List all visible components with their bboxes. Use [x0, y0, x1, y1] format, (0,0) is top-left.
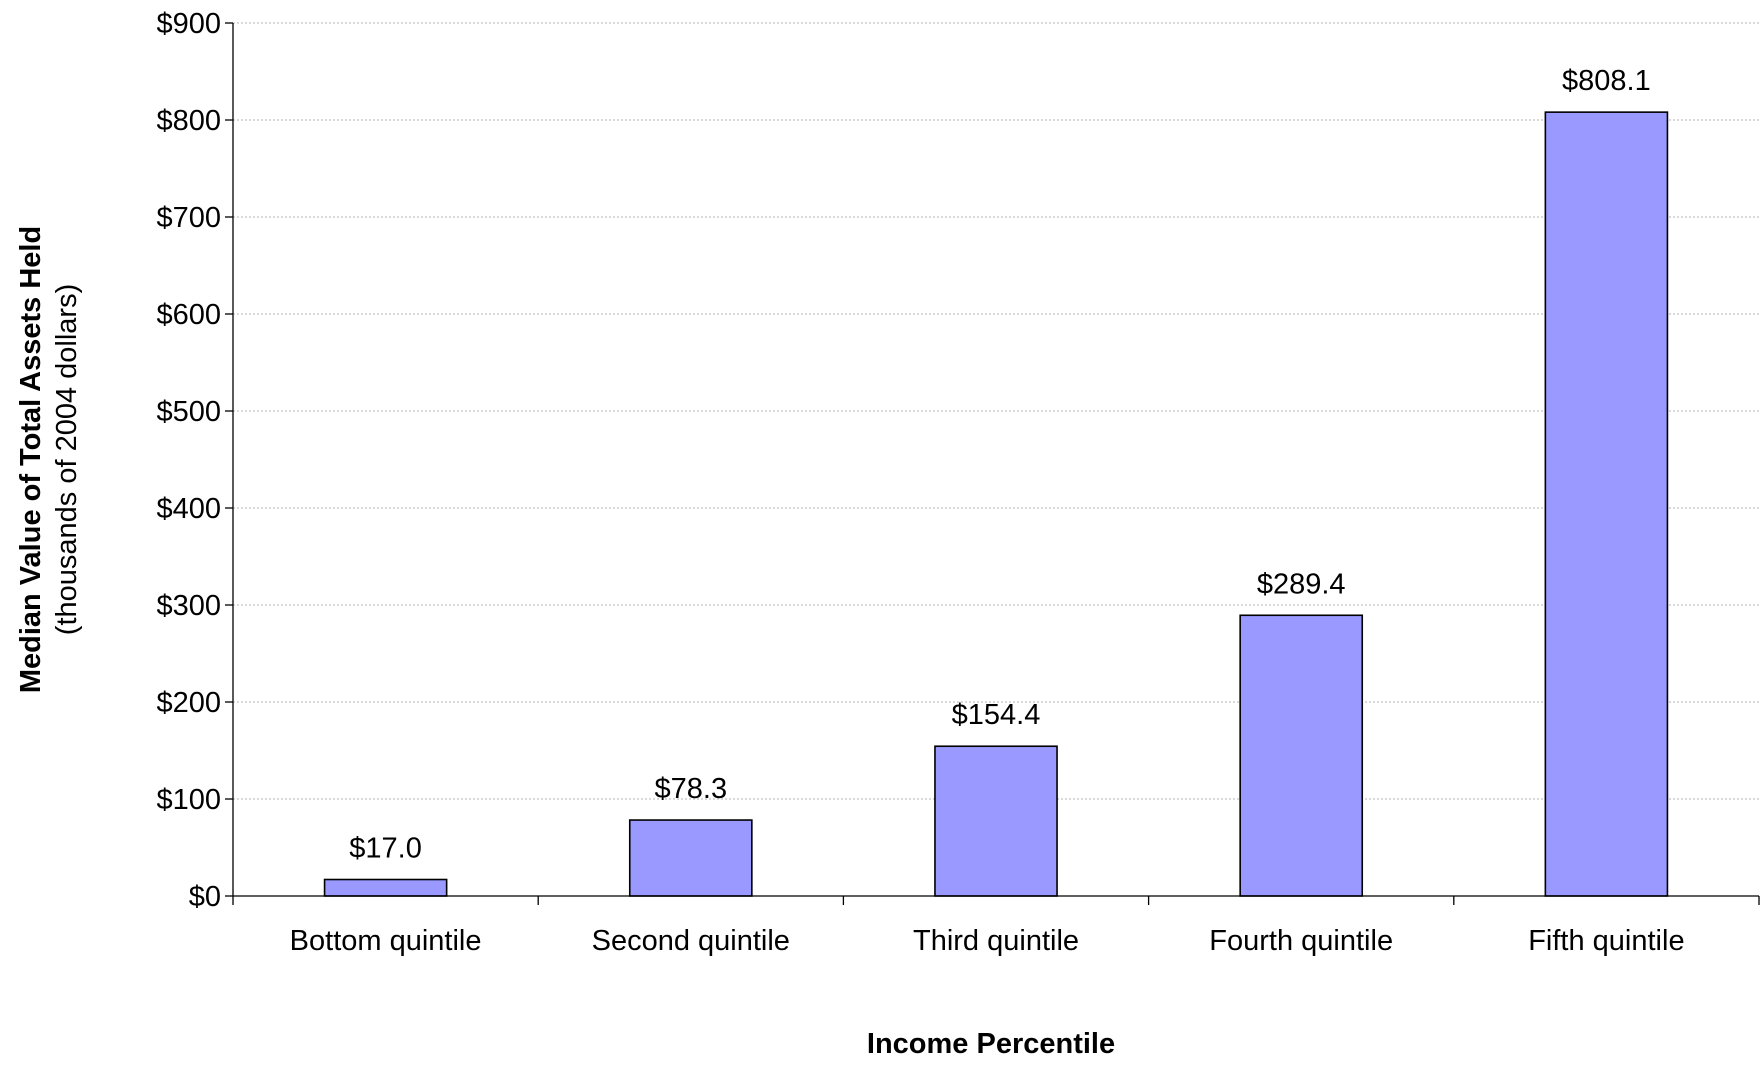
y-axis-title-group: Median Value of Total Assets Held (thous… [15, 226, 83, 693]
y-tick-label: $500 [156, 396, 221, 428]
y-tick-label: $600 [156, 299, 221, 331]
bar [1239, 614, 1364, 897]
data-label: $17.0 [349, 833, 422, 865]
y-tick-label: $400 [156, 493, 221, 525]
data-label: $808.1 [1562, 65, 1651, 97]
x-ticks: Bottom quintile Second quintile Third quin… [232, 896, 1760, 957]
axes [232, 23, 1759, 897]
x-tick-label: Bottom quintile [290, 925, 482, 957]
bar [934, 745, 1058, 897]
y-tick-label: $700 [156, 202, 221, 234]
bar [1544, 111, 1669, 897]
bars [323, 111, 1669, 897]
x-tick-label: Fourth quintile [1209, 925, 1393, 957]
y-tick-label: $800 [156, 105, 221, 137]
x-axis-title: Income Percentile [867, 1028, 1115, 1060]
data-labels: $17.0 $78.3 $154.4 $289.4 $808.1 [349, 65, 1650, 864]
x-tick-label: Second quintile [592, 925, 790, 957]
x-tick-label: Third quintile [913, 925, 1079, 957]
data-label: $289.4 [1257, 568, 1346, 600]
y-axis-subtitle: (thousands of 2004 dollars) [51, 284, 83, 635]
data-label: $154.4 [952, 699, 1041, 731]
y-tick-label: $0 [189, 881, 221, 913]
y-ticks: $0 $100 $200 $300 $400 $500 $600 $700 $800 $900 [156, 8, 233, 913]
y-tick-label: $300 [156, 590, 221, 622]
data-label: $78.3 [655, 773, 728, 805]
y-axis-title: Median Value of Total Assets Held [15, 226, 47, 693]
y-tick-label: $100 [156, 784, 221, 816]
gridlines [233, 22, 1759, 800]
bar [323, 878, 448, 897]
y-tick-label: $900 [156, 8, 221, 40]
y-tick-label: $200 [156, 687, 221, 719]
bar [628, 819, 753, 897]
x-tick-label: Fifth quintile [1528, 925, 1684, 957]
